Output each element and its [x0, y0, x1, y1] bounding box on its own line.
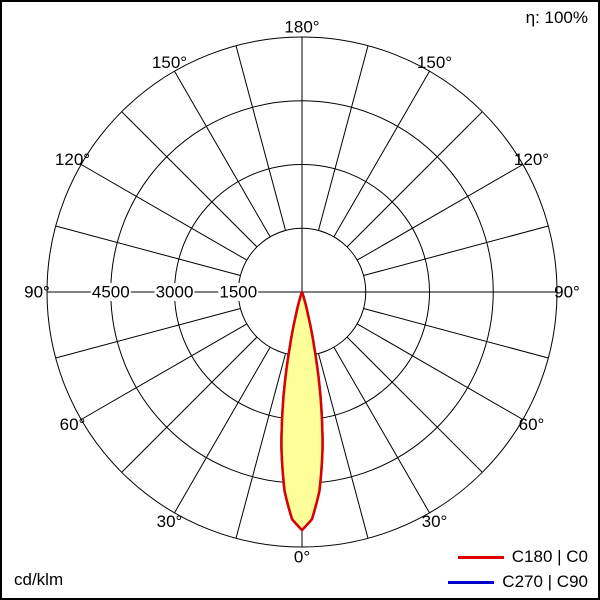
legend: C180 | C0 C270 | C90 — [448, 547, 588, 592]
legend-swatch — [448, 580, 495, 584]
legend-swatch — [457, 555, 504, 559]
svg-text:0°: 0° — [294, 548, 310, 567]
svg-text:30°: 30° — [157, 512, 183, 531]
svg-text:3000: 3000 — [156, 283, 194, 302]
intensity-curve — [280, 290, 324, 532]
unit-label: cd/klm — [14, 570, 64, 589]
svg-text:4500: 4500 — [92, 283, 130, 302]
svg-text:60°: 60° — [519, 415, 545, 434]
svg-text:180°: 180° — [284, 18, 319, 37]
legend-label: C180 | C0 — [511, 547, 588, 566]
svg-text:90°: 90° — [554, 283, 580, 302]
svg-text:120°: 120° — [514, 150, 549, 169]
svg-text:60°: 60° — [60, 415, 86, 434]
svg-text:1500: 1500 — [219, 283, 257, 302]
legend-label: C270 | C90 — [502, 572, 588, 591]
efficiency-label: η: 100% — [525, 8, 588, 27]
svg-text:90°: 90° — [24, 283, 50, 302]
legend-item-c0: C180 | C0 — [457, 547, 588, 567]
svg-text:120°: 120° — [55, 150, 90, 169]
svg-text:150°: 150° — [152, 53, 187, 72]
svg-text:30°: 30° — [422, 512, 448, 531]
svg-text:150°: 150° — [417, 53, 452, 72]
legend-item-c90: C270 | C90 — [448, 572, 588, 592]
